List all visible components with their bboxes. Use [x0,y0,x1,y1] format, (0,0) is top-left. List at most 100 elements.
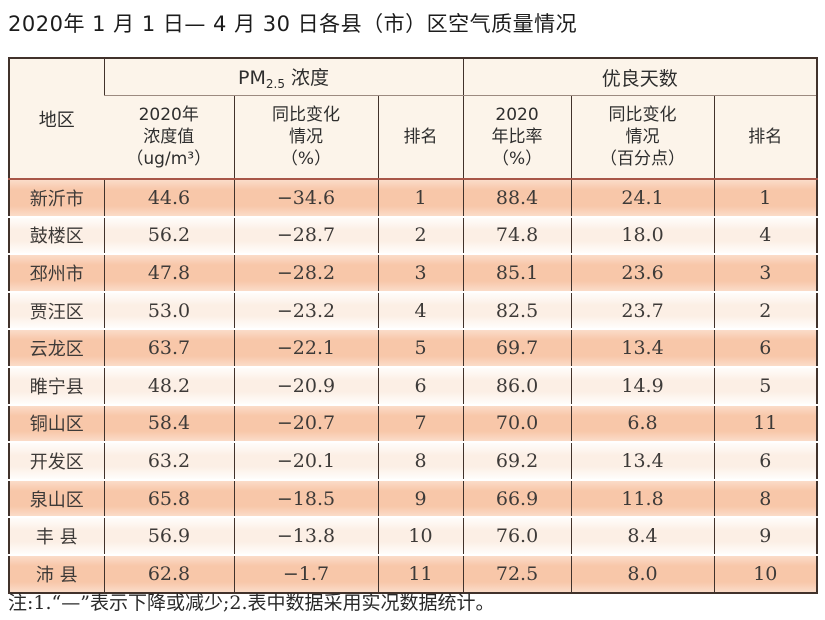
header-region: 地区 [9,58,104,180]
days-rank-cell: 8 [713,478,818,518]
region-cell: 开发区 [9,441,104,480]
region-cell: 鼓楼区 [9,215,104,255]
days-ratio-cell: 69.2 [462,441,572,480]
header-pm25-rank: 排名 [377,95,464,180]
days-rank-cell: 9 [713,516,818,555]
days-rank-cell: 6 [713,441,818,480]
days-ratio-cell: 72.5 [462,553,572,593]
pm25-label-subscript: 2.5 [265,77,285,91]
region-cell: 泉山区 [9,478,104,518]
header-days-rank: 排名 [713,95,818,180]
table-row: 睢宁县 48.2 −20.9 6 86.0 14.9 5 [9,365,818,405]
days-change-cell: 23.6 [570,253,715,292]
days-change-cell: 13.4 [570,328,715,367]
days-change-cell: 23.7 [570,290,715,330]
days-change-cell: 24.1 [570,179,715,217]
pm25-rank-cell: 10 [377,516,464,555]
pm25-rank-cell: 2 [377,215,464,255]
table-row: 开发区 63.2 −20.1 8 69.2 13.4 6 [9,441,818,480]
days-change-cell: 14.9 [570,365,715,405]
region-cell: 沛 县 [9,553,104,593]
table-row: 云龙区 63.7 −22.1 5 69.7 13.4 6 [9,328,818,367]
region-cell: 铜山区 [9,403,104,443]
pm25-rank-cell: 6 [377,365,464,405]
pm25-change-cell: −28.7 [233,215,378,255]
pm25-change-cell: −13.8 [233,516,378,555]
region-cell: 丰 县 [9,516,104,555]
table-row: 鼓楼区 56.2 −28.7 2 74.8 18.0 4 [9,215,818,255]
region-cell: 贾汪区 [9,290,104,330]
pm25-change-cell: −22.1 [233,328,378,367]
days-rank-cell: 3 [713,253,818,292]
header-days-change: 同比变化 情况 （百分点） [570,95,715,180]
pm25-value-cell: 56.2 [103,215,234,255]
table-row: 丰 县 56.9 −13.8 10 76.0 8.4 9 [9,516,818,555]
pm25-value-cell: 48.2 [103,365,234,405]
region-cell: 新沂市 [9,179,104,217]
pm25-rank-cell: 9 [377,478,464,518]
pm25-change-cell: −20.9 [233,365,378,405]
days-change-cell: 13.4 [570,441,715,480]
pm25-value-cell: 62.8 [103,553,234,593]
pm25-change-cell: −20.1 [233,441,378,480]
pm25-change-cell: −1.7 [233,553,378,593]
table-header: 地区 PM2.5 浓度 优良天数 2020年 浓度值 （ug/m³） 同比变化 … [9,58,818,180]
pm25-rank-cell: 5 [377,328,464,367]
pm25-value-cell: 58.4 [103,403,234,443]
days-ratio-cell: 88.4 [462,179,572,217]
table-row: 沛 县 62.8 −1.7 11 72.5 8.0 10 [9,553,818,593]
days-change-cell: 8.0 [570,553,715,593]
header-pm25-change: 同比变化 情况 （%） [233,95,378,180]
page-title: 2020年 1 月 1 日— 4 月 30 日各县（市）区空气质量情况 [8,12,578,36]
days-rank-cell: 5 [713,365,818,405]
pm25-rank-cell: 7 [377,403,464,443]
days-change-cell: 11.8 [570,478,715,518]
header-group-row: 地区 PM2.5 浓度 优良天数 [9,58,818,180]
days-ratio-cell: 74.8 [462,215,572,255]
days-ratio-cell: 70.0 [462,403,572,443]
pm25-change-cell: −20.7 [233,403,378,443]
days-change-cell: 18.0 [570,215,715,255]
pm25-change-cell: −23.2 [233,290,378,330]
region-cell: 云龙区 [9,328,104,367]
days-ratio-cell: 66.9 [462,478,572,518]
pm25-change-cell: −18.5 [233,478,378,518]
pm25-change-cell: −34.6 [233,179,378,217]
pm25-label-suffix: 浓度 [284,67,330,89]
header-pm25-value: 2020年 浓度值 （ug/m³） [104,95,234,180]
air-quality-table: 地区 PM2.5 浓度 优良天数 2020年 浓度值 （ug/m³） 同比变化 … [8,57,819,594]
header-group-good-days: 优良天数 [462,58,818,96]
days-rank-cell: 6 [713,328,818,367]
days-ratio-cell: 82.5 [462,290,572,330]
table-row: 邳州市 47.8 −28.2 3 85.1 23.6 3 [9,253,818,292]
pm25-rank-cell: 11 [377,553,464,593]
pm25-rank-cell: 1 [377,179,464,217]
table-body: 新沂市 44.6 −34.6 1 88.4 24.1 1 鼓楼区 56.2 −2… [9,179,818,593]
days-change-cell: 6.8 [570,403,715,443]
pm25-rank-cell: 3 [377,253,464,292]
header-days-ratio: 2020 年比率 （%） [462,95,572,180]
region-cell: 邳州市 [9,253,104,292]
header-sub-row: 2020年 浓度值 （ug/m³） 同比变化 情况 （%） 排名 2020 年比… [9,95,818,180]
pm25-value-cell: 53.0 [103,290,234,330]
region-cell: 睢宁县 [9,365,104,405]
footnote: 注:1.“—”表示下降或减少;2.表中数据采用实况数据统计。 [8,592,495,614]
table-row: 铜山区 58.4 −20.7 7 70.0 6.8 11 [9,403,818,443]
pm25-value-cell: 65.8 [103,478,234,518]
pm25-change-cell: −28.2 [233,253,378,292]
pm25-value-cell: 63.7 [103,328,234,367]
table-row: 贾汪区 53.0 −23.2 4 82.5 23.7 2 [9,290,818,330]
pm25-value-cell: 47.8 [103,253,234,292]
days-change-cell: 8.4 [570,516,715,555]
days-ratio-cell: 85.1 [462,253,572,292]
pm25-value-cell: 63.2 [103,441,234,480]
days-rank-cell: 2 [713,290,818,330]
table-row: 泉山区 65.8 −18.5 9 66.9 11.8 8 [9,478,818,518]
table-row: 新沂市 44.6 −34.6 1 88.4 24.1 1 [9,179,818,217]
days-ratio-cell: 69.7 [462,328,572,367]
days-rank-cell: 4 [713,215,818,255]
pm25-value-cell: 56.9 [103,516,234,555]
pm25-rank-cell: 8 [377,441,464,480]
pm25-value-cell: 44.6 [103,179,234,217]
